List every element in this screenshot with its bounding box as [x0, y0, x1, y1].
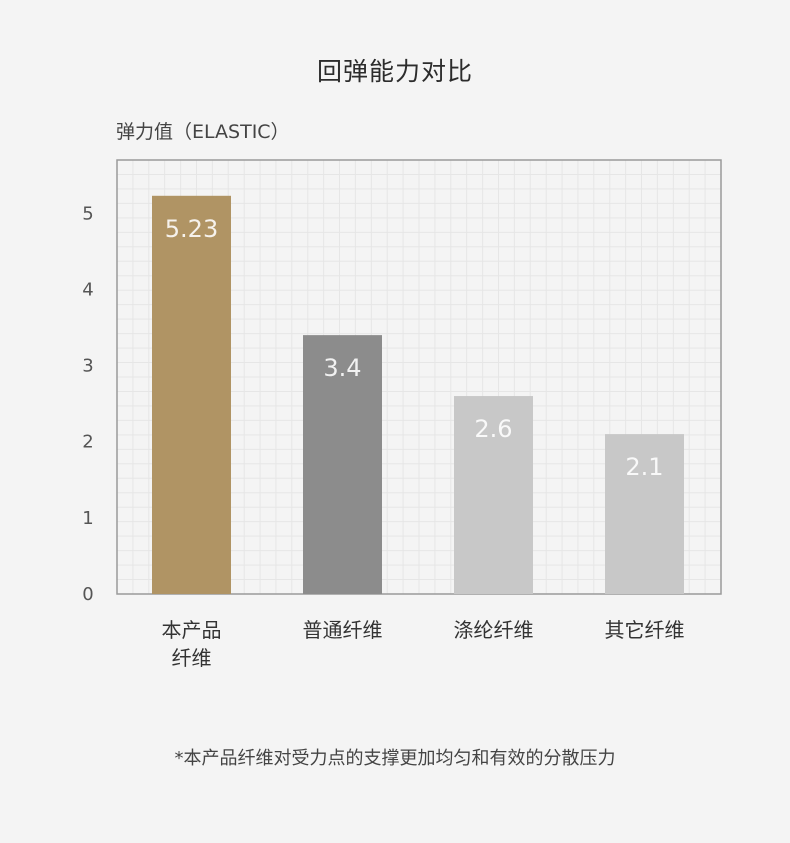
bar	[152, 195, 231, 595]
bar	[303, 335, 382, 594]
bar	[454, 396, 533, 594]
plot-frame	[116, 159, 722, 595]
y-tick-label: 4	[82, 279, 93, 300]
x-category-label: 本产品	[162, 618, 222, 642]
chart-title: 回弹能力对比	[316, 57, 473, 86]
x-category-label: 涤纶纤维	[454, 618, 534, 642]
y-axis-label: 弹力值（ELASTIC）	[116, 121, 290, 143]
x-category-label: 其它纤维	[605, 618, 685, 642]
y-tick-label: 2	[82, 432, 93, 453]
x-category-label: 纤维	[172, 646, 212, 670]
y-tick-label: 5	[82, 203, 93, 224]
footnote: *本产品纤维对受力点的支撑更加均匀和有效的分散压力	[174, 748, 616, 769]
bar-value-label: 3.4	[323, 354, 361, 382]
bar-value-label: 2.6	[474, 415, 512, 443]
y-tick-label: 0	[82, 584, 93, 605]
bar	[605, 434, 684, 594]
y-tick-label: 3	[82, 356, 93, 377]
bar-value-label: 2.1	[625, 453, 663, 481]
bar-value-label: 5.23	[165, 215, 218, 243]
x-category-label: 普通纤维	[303, 618, 383, 642]
y-tick-label: 1	[82, 508, 93, 529]
